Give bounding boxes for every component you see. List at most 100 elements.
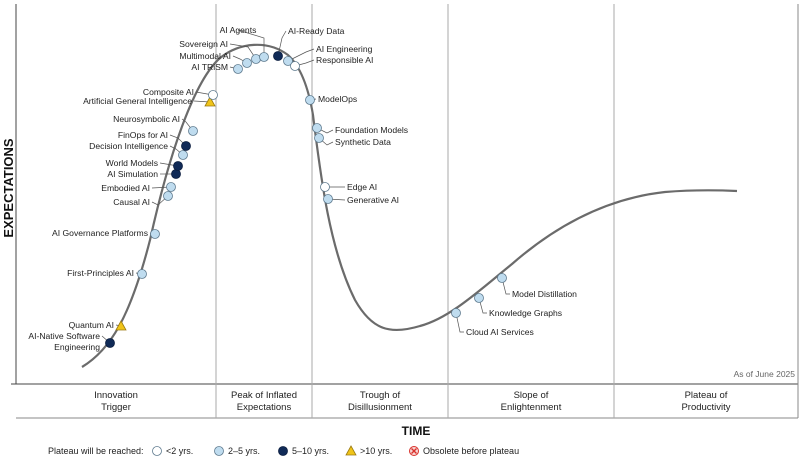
- legend-marker-2to5: [214, 446, 224, 456]
- tech-label-line: AI Governance Platforms: [52, 228, 148, 238]
- tech-label-ai-trism: AI TRiSM: [191, 62, 228, 72]
- marker-ai-agents: [259, 52, 269, 62]
- marker-causal-ai: [163, 191, 173, 201]
- tech-label-quantum-ai: Quantum AI: [69, 320, 114, 330]
- tech-label-artificial-general-intelligence: Artificial General Intelligence: [83, 96, 192, 106]
- tech-label-ai-native-software-engineering: AI-Native Software Engineering: [28, 331, 100, 352]
- tech-label-neurosymbolic-ai: Neurosymbolic AI: [113, 114, 180, 124]
- tech-label-line: Neurosymbolic AI: [113, 114, 180, 124]
- callout-ai-agents: [237, 29, 265, 57]
- tech-label-synthetic-data: Synthetic Data: [335, 137, 391, 147]
- marker-foundation-models: [312, 123, 322, 133]
- tech-label-line: FinOps for AI: [118, 130, 168, 140]
- marker-ai-engineering: [283, 56, 293, 66]
- tech-label-line: Quantum AI: [69, 320, 114, 330]
- legend-marker-lt2: [152, 446, 162, 456]
- tech-label-line: ModelOps: [318, 94, 357, 104]
- tech-label-line: Cloud AI Services: [466, 327, 534, 337]
- marker-multimodal-ai: [242, 58, 252, 68]
- tech-label-line: Composite AI: [143, 87, 194, 97]
- marker-artificial-general-intelligence: [204, 96, 216, 107]
- callout-ai-ready-data: [277, 30, 287, 57]
- marker-model-distillation: [497, 273, 507, 283]
- tech-label-line: AI Agents: [220, 25, 257, 35]
- tech-label-first-principles-ai: First-Principles AI: [67, 268, 134, 278]
- tech-label-cloud-ai-services: Cloud AI Services: [466, 327, 534, 337]
- tech-label-line: AI Engineering: [316, 44, 373, 54]
- tech-label-composite-ai: Composite AI: [143, 87, 194, 97]
- tech-label-line: Foundation Models: [335, 125, 408, 135]
- callout-cloud-ai-services: [455, 312, 464, 333]
- tech-label-line: AI Simulation: [107, 169, 158, 179]
- phase-label-plateau: Plateau of Productivity: [681, 390, 730, 413]
- tech-label-line: Responsible AI: [316, 55, 373, 65]
- tech-label-ai-ready-data: AI-Ready Data: [288, 26, 345, 36]
- marker-finops-for-ai: [181, 141, 191, 151]
- tech-label-line: World Models: [106, 158, 158, 168]
- phase-label-line: Trigger: [101, 402, 131, 413]
- tech-label-generative-ai: Generative AI: [347, 195, 399, 205]
- tech-label-line: Causal AI: [113, 197, 150, 207]
- tech-label-ai-agents: AI Agents: [220, 25, 257, 35]
- marker-sovereign-ai: [251, 54, 261, 64]
- tech-label-line: First-Principles AI: [67, 268, 134, 278]
- phase-label-peak: Peak of Inflated Expectations: [231, 390, 297, 413]
- tech-label-foundation-models: Foundation Models: [335, 125, 408, 135]
- y-axis-title: EXPECTATIONS: [1, 138, 16, 238]
- tech-label-line: Multimodal AI: [179, 51, 231, 61]
- phase-label-line: Disillusionment: [348, 402, 412, 413]
- tech-label-causal-ai: Causal AI: [113, 197, 150, 207]
- technology-markers: [105, 51, 507, 348]
- marker-ai-native-software-engineering: [105, 338, 115, 348]
- tech-label-modelops: ModelOps: [318, 94, 357, 104]
- tech-label-line: Artificial General Intelligence: [83, 96, 192, 106]
- marker-edge-ai: [320, 182, 330, 192]
- phase-label-line: Productivity: [681, 402, 730, 413]
- tech-label-line: AI-Native Software: [28, 331, 100, 341]
- tech-label-ai-engineering: AI Engineering: [316, 44, 373, 54]
- tech-label-knowledge-graphs: Knowledge Graphs: [489, 308, 562, 318]
- phase-label-line: Trough of: [360, 390, 401, 401]
- marker-cloud-ai-services: [451, 308, 461, 318]
- phase-label-line: Peak of Inflated: [231, 390, 297, 401]
- marker-ai-ready-data: [273, 51, 283, 61]
- tech-label-line: Edge AI: [347, 182, 377, 192]
- phase-label-slope: Slope of Enlightenment: [501, 390, 562, 413]
- tech-label-line: Engineering: [54, 342, 100, 352]
- tech-label-embodied-ai: Embodied AI: [101, 183, 150, 193]
- marker-quantum-ai: [115, 320, 127, 331]
- legend-label-2to5: 2–5 yrs.: [228, 446, 260, 456]
- callout-knowledge-graphs: [478, 297, 487, 314]
- tech-label-decision-intelligence: Decision Intelligence: [89, 141, 168, 151]
- tech-label-line: AI-Ready Data: [288, 26, 345, 36]
- marker-neurosymbolic-ai: [188, 126, 198, 136]
- phase-label-line: Enlightenment: [501, 402, 562, 413]
- tech-label-line: Generative AI: [347, 195, 399, 205]
- phase-label-innovation-trigger: Innovation Trigger: [94, 390, 138, 413]
- phase-label-trough: Trough of Disillusionment: [348, 390, 412, 413]
- legend-label-gt10: >10 yrs.: [360, 446, 392, 456]
- legend-marker-gt10: [345, 445, 357, 456]
- phase-label-line: Innovation: [94, 390, 138, 401]
- tech-label-sovereign-ai: Sovereign AI: [179, 39, 228, 49]
- marker-ai-governance-platforms: [150, 229, 160, 239]
- tech-label-responsible-ai: Responsible AI: [316, 55, 373, 65]
- legend-label-5to10: 5–10 yrs.: [292, 446, 329, 456]
- marker-responsible-ai: [290, 61, 300, 71]
- marker-synthetic-data: [314, 133, 324, 143]
- tech-label-model-distillation: Model Distillation: [512, 289, 577, 299]
- legend-title: Plateau will be reached:: [48, 446, 144, 456]
- marker-ai-simulation: [171, 169, 181, 179]
- legend: Plateau will be reached: <2 yrs. 2–5 yrs. 5…: [48, 445, 519, 456]
- tech-label-finops-for-ai: FinOps for AI: [118, 130, 168, 140]
- legend-label-lt2: <2 yrs.: [166, 446, 193, 456]
- tech-label-line: Sovereign AI: [179, 39, 228, 49]
- marker-decision-intelligence: [178, 150, 188, 160]
- tech-label-line: Synthetic Data: [335, 137, 391, 147]
- tech-label-ai-simulation: AI Simulation: [107, 169, 158, 179]
- as-of-label: As of June 2025: [734, 369, 796, 379]
- marker-embodied-ai: [166, 182, 176, 192]
